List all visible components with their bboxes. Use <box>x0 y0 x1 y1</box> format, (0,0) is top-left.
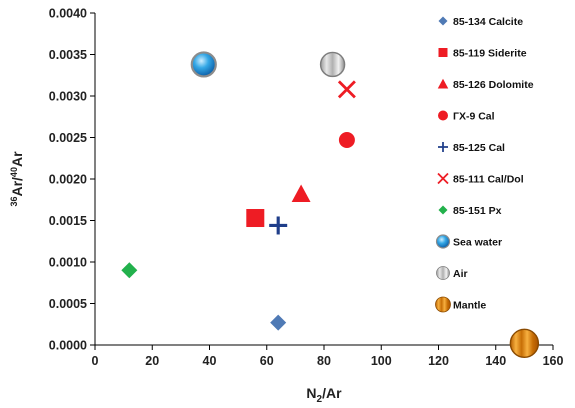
y-tick-label: 0.0015 <box>49 214 87 228</box>
data-point <box>319 51 346 78</box>
data-point <box>291 184 311 202</box>
legend-marker <box>437 172 449 185</box>
x-tick-label: 0 <box>92 354 99 368</box>
legend-label: 85-126 Dolomite <box>453 79 534 91</box>
legend-marker <box>438 110 448 121</box>
y-tick-label: 0.0010 <box>49 256 87 270</box>
data-point <box>269 216 288 235</box>
y-tick-label: 0.0025 <box>49 131 87 145</box>
x-tick-label: 40 <box>203 354 217 368</box>
data-point <box>338 131 355 148</box>
data-point <box>246 209 265 228</box>
legend: 85-134 Calcite 85-119 Siderite 85-126 Dolo… <box>435 16 534 313</box>
x-tick-label: 20 <box>145 354 159 368</box>
y-tick-label: 0.0035 <box>49 48 87 62</box>
legend-label: Mantle <box>453 300 486 312</box>
legend-label: 85-151 Px <box>453 205 502 217</box>
x-tick-label: 60 <box>260 354 274 368</box>
data-point <box>190 51 217 78</box>
legend-marker <box>438 142 448 152</box>
legend-marker <box>435 296 451 313</box>
legend-marker <box>438 16 448 26</box>
x-tick-label: 100 <box>371 354 392 368</box>
y-tick-label: 0.0000 <box>49 339 87 353</box>
legend-marker <box>435 234 451 249</box>
x-tick-label: 160 <box>543 354 564 368</box>
legend-marker <box>438 205 448 215</box>
x-tick-label: 80 <box>317 354 331 368</box>
data-point <box>509 328 540 359</box>
y-tick-label: 0.0030 <box>49 90 87 104</box>
y-tick-label: 0.0020 <box>49 173 87 187</box>
axes: 0 20 40 60 80 100 120 140 160 0.0000 0.0005 0.0010 0… <box>9 7 563 406</box>
legend-marker <box>437 78 449 89</box>
legend-label: ГX-9 Cal <box>453 111 495 123</box>
legend-label: 85-134 Calcite <box>453 16 523 28</box>
legend-label: Sea water <box>453 237 502 249</box>
legend-label: 85-111 Cal/Dol <box>453 174 524 186</box>
y-tick-label: 0.0040 <box>49 7 87 21</box>
x-axis-title: N2/Ar <box>306 385 342 405</box>
y-tick-label: 0.0005 <box>49 297 87 311</box>
legend-label: 85-119 Siderite <box>453 48 527 60</box>
legend-marker <box>436 266 450 280</box>
x-tick-label: 120 <box>428 354 449 368</box>
x-tick-label: 140 <box>485 354 506 368</box>
legend-label: 85-125 Cal <box>453 142 505 154</box>
y-axis-title: 36Ar/40Ar <box>9 151 25 207</box>
data-point <box>337 80 356 99</box>
data-point <box>270 314 287 331</box>
data-point <box>121 262 138 279</box>
legend-label: Air <box>453 268 468 280</box>
legend-marker <box>438 48 448 57</box>
data-marks <box>121 51 540 359</box>
